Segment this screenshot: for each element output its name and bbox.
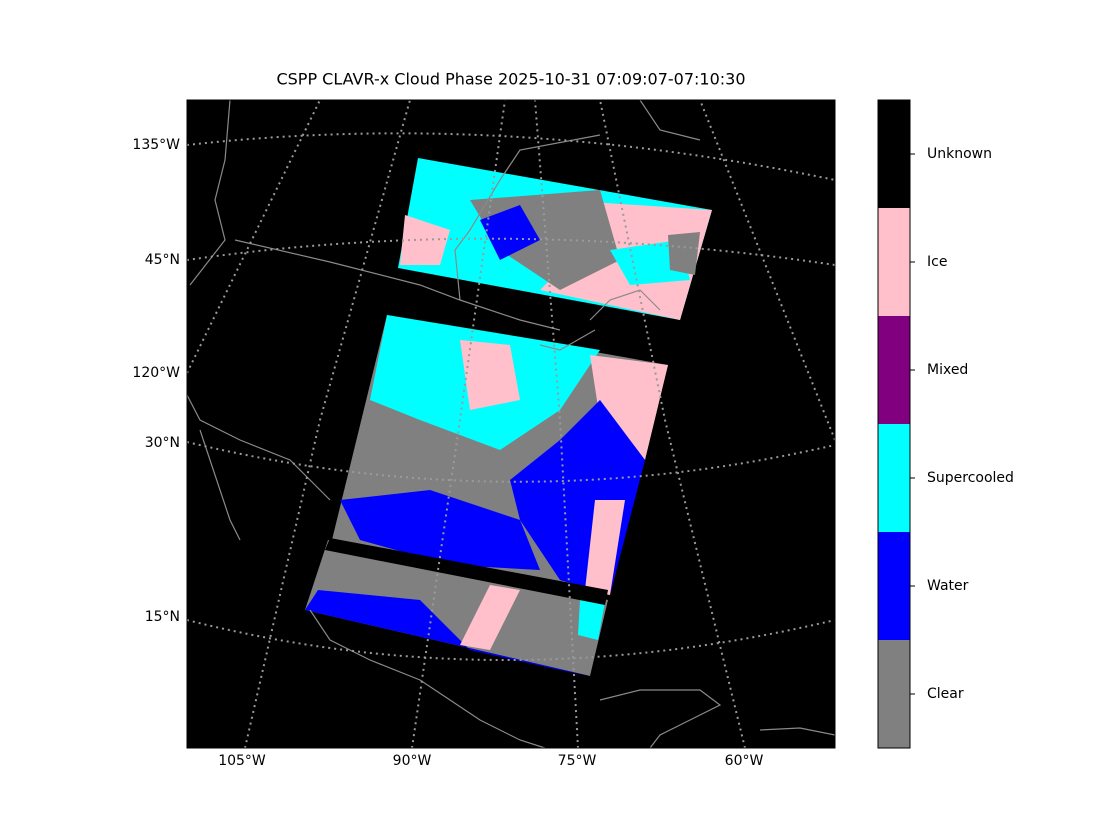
graticule [187,132,835,181]
graticule [187,237,835,266]
swath-area [305,540,608,676]
swath [398,158,712,320]
colorbar-swatch [878,532,910,640]
swath-area [305,590,590,676]
swath [330,315,668,595]
swath-area [578,600,605,640]
colorbar-label: Clear [927,686,964,702]
colorbar-swatch [878,100,910,208]
swath-area [460,340,520,410]
lat-label: 45°N [145,252,180,268]
graticule [699,100,835,441]
graticule [244,100,411,748]
swath-area [668,232,700,275]
swath-area [585,500,625,595]
colorbar-label: Unknown [927,146,992,162]
graticule [411,100,506,748]
colorbar-swatch [878,640,910,748]
swath-area [590,355,668,460]
title: CSPP CLAVR-x Cloud Phase 2025-10-31 07:0… [276,70,745,89]
map-frame [186,99,836,749]
lat-label: 30°N [145,435,180,451]
lon-label: 60°W [725,753,764,769]
map-labels: 105°W 90°W 75°W 60°W 135°W 45°N 120°W 30°N 15°N [132,137,763,769]
map [187,100,835,748]
graticule [599,100,746,748]
graticule [534,100,579,748]
lon-label: 75°W [558,753,597,769]
swath [305,538,608,676]
swath-area [400,215,450,265]
lat-label: 135°W [132,137,180,153]
colorbar-label: Water [927,578,969,594]
lat-label: 120°W [132,365,180,381]
colorbar-label: Ice [927,254,947,270]
coastline [187,100,835,748]
colorbar-frame [877,99,911,749]
graticule [187,619,835,661]
swath-area [480,205,540,260]
colorbar-label: Mixed [927,362,968,378]
lon-label: 105°W [218,753,266,769]
swath-gap [325,538,608,605]
colorbar-swatch [878,208,910,316]
lon-label: 90°W [393,753,432,769]
colorbar-swatch [878,424,910,532]
colorbar: Clear Water Supercooled Mixed Ice Unknown [877,99,1014,749]
graticule [187,100,321,374]
lat-label: 15°N [145,609,180,625]
swath-area [340,490,540,570]
colorbar-label: Supercooled [927,470,1014,486]
colorbar-swatch [878,316,910,424]
swath-area [460,585,520,650]
